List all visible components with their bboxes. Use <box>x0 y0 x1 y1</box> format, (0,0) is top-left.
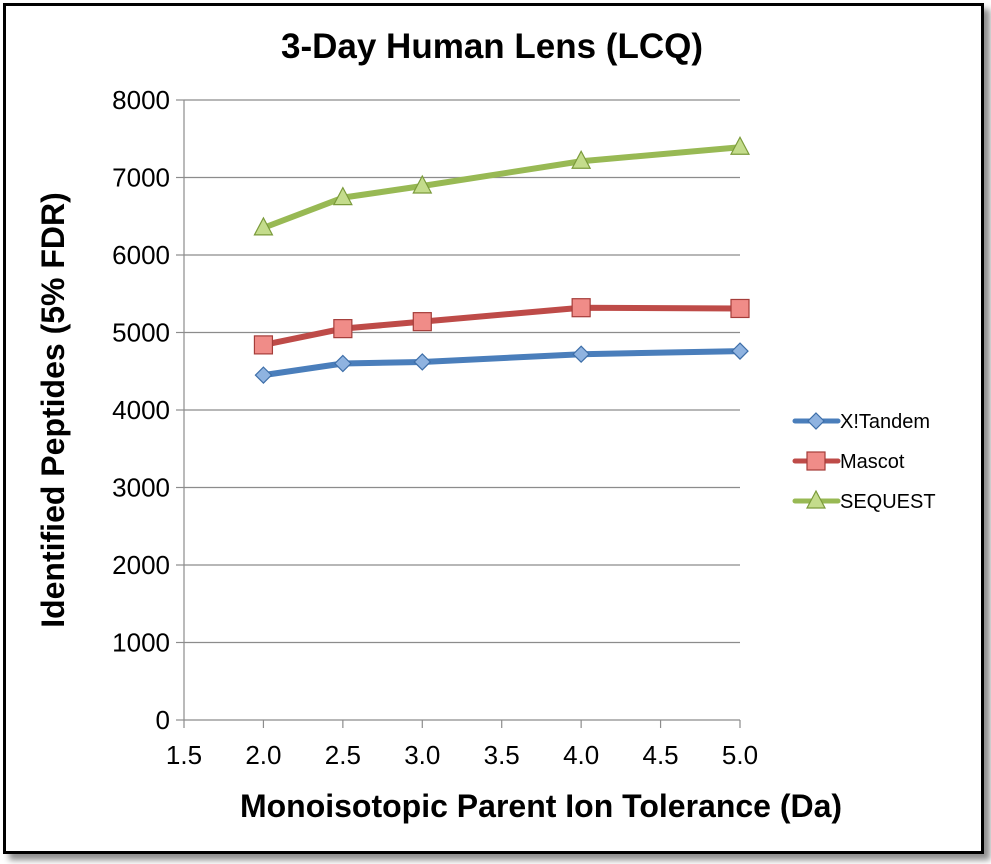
y-tick-label: 7000 <box>112 163 170 193</box>
data-point-x-tandem <box>254 366 273 384</box>
x-axis-title: Monoisotopic Parent Ion Tolerance (Da) <box>240 788 842 824</box>
y-tick-label: 4000 <box>112 395 170 425</box>
y-tick-label: 0 <box>156 705 170 735</box>
data-point-mascot <box>333 319 353 339</box>
y-axis-title: Identified Peptides (5% FDR) <box>35 192 71 628</box>
data-point-sequest <box>730 135 750 155</box>
data-point-x-tandem <box>334 354 352 373</box>
data-point-sequest <box>332 186 353 206</box>
legend-marker-mascot <box>806 451 826 471</box>
y-tick-label: 2000 <box>112 550 170 580</box>
data-point-mascot <box>730 298 750 319</box>
data-point-sequest <box>571 149 592 169</box>
legend-label-x-tandem: X!Tandem <box>840 411 930 433</box>
chart-frame <box>3 3 984 854</box>
y-tick-label: 5000 <box>112 318 170 348</box>
x-tick-label: 3.0 <box>404 740 440 770</box>
x-tick-label: 4.0 <box>563 740 599 770</box>
data-point-sequest <box>253 216 274 236</box>
legend: X!Tandem Mascot SEQUEST <box>792 411 936 513</box>
y-tick-label: 3000 <box>112 473 170 503</box>
data-point-x-tandem <box>413 353 432 371</box>
x-tick-label: 1.5 <box>166 740 202 770</box>
data-point-sequest <box>412 174 433 194</box>
x-tick-label: 2.0 <box>245 740 281 770</box>
legend-label-sequest: SEQUEST <box>840 491 936 513</box>
x-tick-label: 3.5 <box>484 740 520 770</box>
gridlines <box>184 99 740 644</box>
data-point-x-tandem <box>572 345 590 364</box>
legend-marker-x-tandem <box>807 412 825 430</box>
x-tick-label: 4.5 <box>642 740 678 770</box>
y-tick-label: 6000 <box>112 240 170 270</box>
legend-label-mascot: Mascot <box>840 451 905 473</box>
data-point-mascot <box>571 298 591 318</box>
chart-title: 3-Day Human Lens (LCQ) <box>281 27 703 66</box>
legend-marker-sequest <box>806 489 826 509</box>
x-tick-label: 2.5 <box>325 740 361 770</box>
series-lines <box>253 135 750 384</box>
tick-labels: 0 1000 2000 3000 4000 5000 6000 7000 8000 1.5 2.0 2… <box>112 85 758 770</box>
y-tick-label: 8000 <box>112 85 170 115</box>
series-line-sequest <box>260 144 743 231</box>
data-point-mascot <box>253 335 274 355</box>
y-tick-label: 1000 <box>112 628 170 658</box>
data-point-x-tandem <box>731 342 749 360</box>
data-point-mascot <box>412 312 432 332</box>
axes <box>176 99 741 728</box>
x-tick-label: 5.0 <box>722 740 758 770</box>
